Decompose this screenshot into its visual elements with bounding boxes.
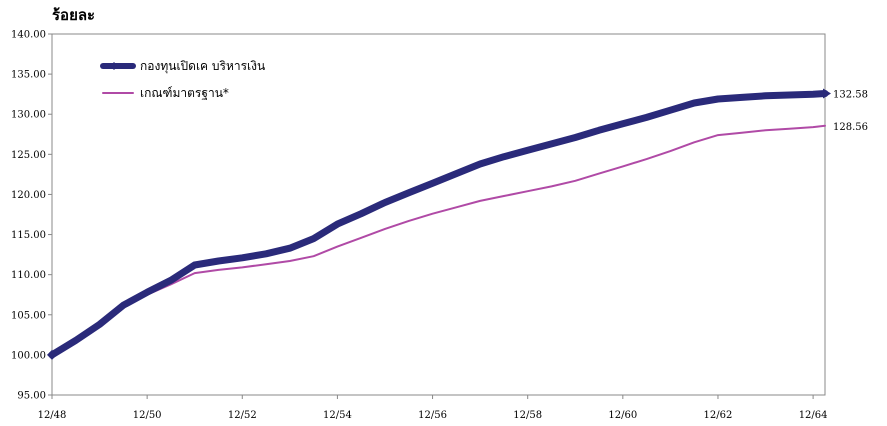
y-tick-label: 95.00 <box>17 391 46 402</box>
x-tick-label: 12/48 <box>38 410 67 421</box>
x-tick-label: 12/64 <box>799 410 828 421</box>
y-tick-label: 130.00 <box>11 110 46 121</box>
y-tick-label: 125.00 <box>11 150 46 161</box>
y-tick-label: 100.00 <box>11 350 46 361</box>
benchmark-end-value-label: 128.56 <box>833 122 868 133</box>
y-tick-label: 140.00 <box>11 30 46 41</box>
x-tick-label: 12/52 <box>228 410 257 421</box>
y-tick-label: 135.00 <box>11 70 46 81</box>
y-axis-ticks: 140.00 135.00 130.00 125.00 120.00 115.00 110.… <box>11 30 52 402</box>
y-tick-label: 115.00 <box>11 230 46 241</box>
y-tick-label: 105.00 <box>11 310 46 321</box>
fund-series-end-marker <box>823 89 831 99</box>
series-end-labels: 128.56 132.58 <box>833 90 868 133</box>
x-axis-ticks: 12/48 12/50 12/52 12/54 12/56 12/58 12/60 12/62… <box>38 395 828 421</box>
legend-fund-label: กองทุนเปิดเค บริหารเงิน <box>140 59 265 74</box>
fund-end-value-label: 132.58 <box>833 90 868 101</box>
legend-benchmark-label: เกณฑ์มาตรฐาน* <box>140 86 229 100</box>
x-tick-label: 12/50 <box>133 410 162 421</box>
x-tick-label: 12/58 <box>513 410 542 421</box>
x-tick-label: 12/60 <box>608 410 637 421</box>
y-tick-label: 110.00 <box>11 270 46 281</box>
y-axis-unit-label: ร้อยละ <box>52 6 95 24</box>
y-tick-label: 120.00 <box>11 190 46 201</box>
x-tick-label: 12/56 <box>418 410 447 421</box>
x-tick-label: 12/62 <box>704 410 733 421</box>
x-tick-label: 12/54 <box>323 410 352 421</box>
